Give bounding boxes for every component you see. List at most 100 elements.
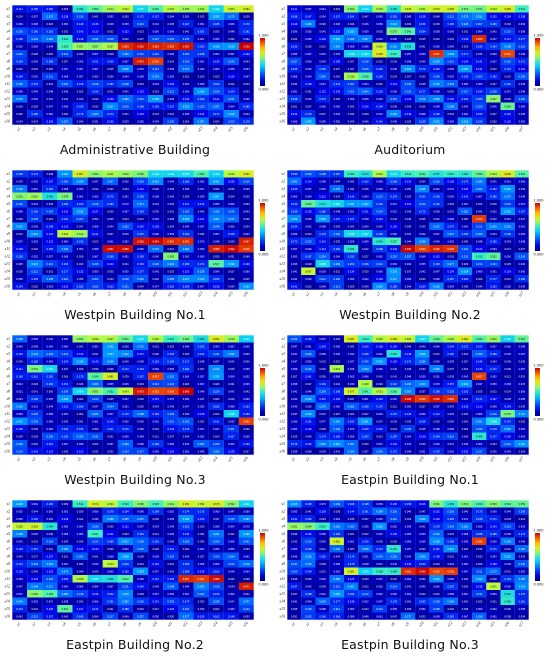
heatmap-cell [386,575,401,583]
cell-value-label: 0.209 [62,389,69,393]
heatmap-cell [27,417,43,426]
cell-value-label: 0.058 [107,554,114,558]
cell-value-label: 0.122 [319,89,326,93]
heatmap-cell [358,432,373,441]
row-tick-label: s9 [281,561,285,566]
cell-value-label: 0.284 [447,599,454,603]
col-tick-label: s12 [181,620,188,627]
heatmap-cell [343,605,359,613]
heatmap-cell [223,102,239,111]
cell-value-label: 0.069 [362,239,369,243]
cell-value-label: 0.128 [77,547,84,551]
heatmap-cell [223,192,239,201]
cell-value-label: 0.048 [519,52,526,56]
cell-value-label: 0.050 [228,592,235,596]
col-tick-label: s1 [15,291,21,297]
heatmap-cell [102,275,118,283]
row-tick-label: s8 [281,389,285,394]
cell-value-label: 0.333 [62,397,69,401]
heatmap-cell [102,170,118,178]
cell-value-label: 0.277 [183,614,190,618]
heatmap-cell [457,597,473,606]
cell-value-label: 0.058 [476,524,483,528]
heatmap-cell [27,80,43,88]
heatmap-cell [457,590,473,598]
row-tick-label: s6 [281,44,285,49]
col-tick-label: s15 [226,620,233,627]
heatmap-cell [372,410,387,418]
cell-value-label: 0.312 [122,352,129,356]
heatmap-cell [27,12,43,21]
col-tick-label: s12 [446,125,453,132]
heatmap-cell [117,545,134,553]
heatmap-cell [287,267,302,276]
cell-value-label: 0.067 [198,224,205,228]
heatmap-cell [27,230,43,238]
heatmap-cell [457,500,473,508]
heatmap-cell [57,552,73,561]
cell-value-label: 0.055 [31,337,38,341]
cell-value-label: 0.142 [376,217,383,221]
cell-value-label: 0.051 [519,224,526,228]
cell-value-label: 0.624 [334,367,341,371]
cell-value-label: 0.164 [291,224,298,228]
cell-value-label: 0.138 [519,14,526,18]
cell-value-label: 0.138 [62,14,69,18]
heatmap-westpin-building-no2: 0.180 0.234 0.208 0.197 0.504 0.473 0.624 0.441… [279,169,544,298]
cell-value-label: 0.061 [319,7,326,11]
heatmap-cell [148,530,164,538]
cell-value-label: 0.031 [376,434,383,438]
heatmap-cell [193,560,209,568]
cell-value-label: 0.183 [198,44,205,48]
heatmap-cell [87,575,103,583]
cell-value-label: 0.983 [433,397,440,401]
cell-value-label: 0.134 [462,59,469,63]
cell-value-label: 0.033 [137,382,144,386]
cell-value-label: 0.125 [168,607,175,611]
heatmap-cell [133,177,149,186]
colorbar-max-label: 1.000 [533,363,544,368]
heatmap-cell [178,545,194,553]
heatmap-cell [358,597,373,606]
heatmap-cell [343,575,359,583]
heatmap-cell [415,282,430,291]
cell-value-label: 0.332 [362,202,369,206]
panel-westpin-building-no2: 0.180 0.234 0.208 0.197 0.504 0.473 0.624 0.441… [275,165,550,329]
heatmap-cell [223,282,239,291]
heatmap-cell [301,80,316,88]
cell-value-label: 0.064 [305,74,312,78]
cell-value-label: 0.275 [152,247,159,251]
cell-value-label: 0.066 [391,37,398,41]
heatmap-cell [429,215,444,223]
col-tick-label: s4 [333,126,339,132]
cell-value-label: 0.039 [319,584,326,588]
cell-value-label: 0.146 [16,352,23,356]
heatmap-cell [514,50,530,58]
heatmap-cell [27,20,43,28]
heatmap-cell [287,275,302,283]
cell-value-label: 0.029 [476,562,483,566]
heatmap-cell [148,27,164,36]
heatmap-cell [27,177,43,186]
heatmap-cell [415,245,430,253]
cell-value-label: 0.697 [348,337,355,341]
cell-value-label: 0.232 [122,224,129,228]
cell-value-label: 0.542 [122,577,129,581]
heatmap-cell [223,395,239,403]
cell-value-label: 0.333 [107,344,114,348]
cell-value-label: 0.027 [228,269,235,273]
heatmap-cell [429,102,444,111]
cell-value-label: 0.055 [291,509,298,513]
heatmap-cell [443,582,458,591]
cell-value-label: 0.054 [183,397,190,401]
heatmap-cell [87,72,103,81]
heatmap-cell [12,230,28,238]
cell-value-label: 0.300 [198,584,205,588]
heatmap-cell [193,357,209,366]
heatmap-cell [358,537,373,546]
heatmap-cell [372,192,387,201]
heatmap-cell [12,252,28,261]
cell-value-label: 0.169 [62,427,69,431]
cell-value-label: 0.141 [152,599,159,603]
cell-value-label: 0.257 [107,179,114,183]
